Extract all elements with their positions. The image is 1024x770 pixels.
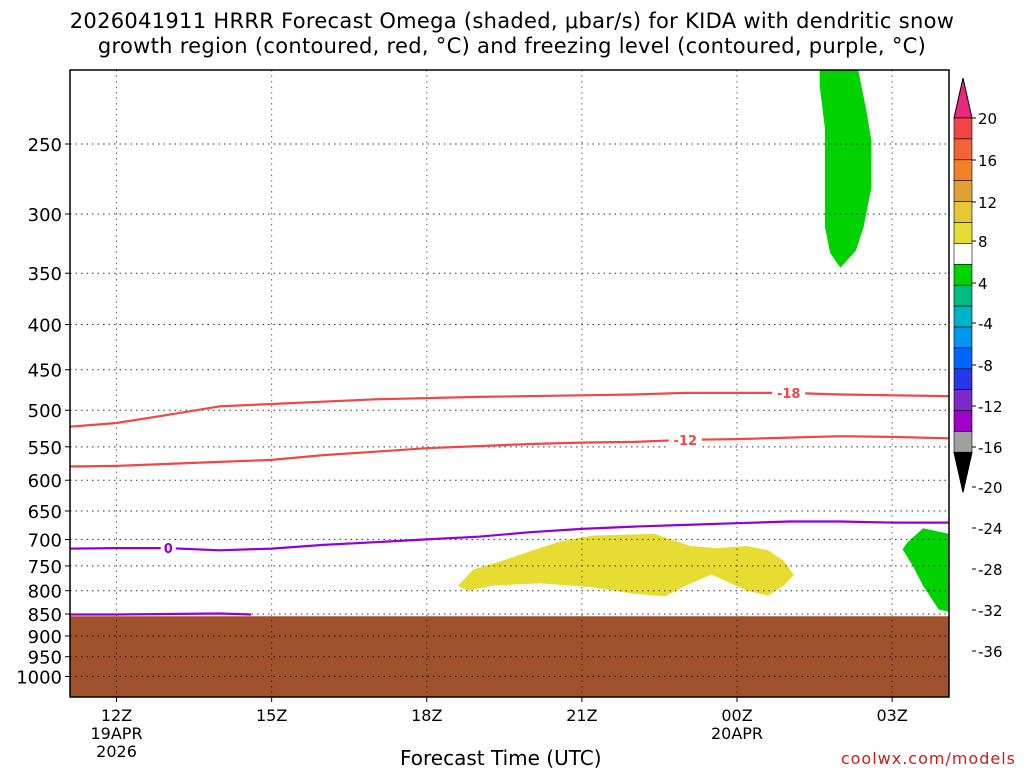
x-tick-label: 18Z xyxy=(411,706,442,725)
colorbar-segment xyxy=(953,326,973,349)
contour-line-2 xyxy=(70,435,949,468)
colorbar-label: -4 xyxy=(978,315,993,333)
contour-label-bg xyxy=(160,540,176,557)
terrain-fill xyxy=(70,616,949,697)
y-tick-label: 900 xyxy=(28,627,62,648)
plot-frame xyxy=(69,69,950,698)
y-tick-label: 550 xyxy=(28,438,62,459)
colorbar-segment xyxy=(953,180,973,202)
x-tick-label: 03Z xyxy=(876,706,907,725)
x-tick-label: 15Z xyxy=(256,706,287,725)
colorbar-label: 12 xyxy=(978,194,997,212)
colorbar-label: 4 xyxy=(978,275,988,293)
contour-line-1 xyxy=(70,391,949,428)
x-tick-label: 12Z xyxy=(101,706,132,725)
colorbar-label: -8 xyxy=(978,357,993,375)
y-tick-label: 500 xyxy=(28,401,62,422)
colorbar-segment xyxy=(953,159,973,182)
x-tick-date-label: 20APR xyxy=(711,724,763,743)
site-credit: coolwx.com/models xyxy=(840,749,1016,768)
colorbar-label: -12 xyxy=(978,398,1003,416)
contour-line-3 xyxy=(70,520,949,552)
colorbar-label: -16 xyxy=(978,439,1003,457)
y-tick-label: 650 xyxy=(28,502,62,523)
chart-title-line-1: 2026041911 HRRR Forecast Omega (shaded, … xyxy=(69,9,955,33)
colorbar-label: -36 xyxy=(978,643,1003,661)
colorbar-segment xyxy=(953,222,973,244)
omega-region-1 xyxy=(457,533,794,597)
omega-shading-layer xyxy=(457,70,949,612)
y-tick-label: 950 xyxy=(28,648,62,669)
colorbar: 20 16 12 8 4 -4 -8 -12 -16 -20 -24 -28 -32 -36 xyxy=(953,77,1003,661)
colorbar-segment xyxy=(953,263,973,286)
colorbar-label: -20 xyxy=(978,479,1003,497)
terrain-layer xyxy=(70,616,949,697)
contour-label-layer: -18 -12 0 xyxy=(160,384,806,557)
contour-label: -12 xyxy=(674,434,698,449)
omega-region-3 xyxy=(902,528,949,612)
colorbar-segment xyxy=(953,368,973,390)
omega-region-2 xyxy=(819,70,872,268)
colorbar-segment xyxy=(953,243,973,265)
x-tick-label: 21Z xyxy=(566,706,597,725)
colorbar-label: 16 xyxy=(978,152,997,170)
y-tick-label: 850 xyxy=(28,605,62,626)
y-tick-label: 450 xyxy=(28,361,62,382)
colorbar-label: -32 xyxy=(978,602,1003,620)
colorbar-segment xyxy=(953,305,973,328)
colorbar-segment xyxy=(953,117,973,140)
colorbar-label: 20 xyxy=(978,110,997,128)
contour-label-bg xyxy=(772,384,806,401)
colorbar-segment xyxy=(953,138,973,161)
grid-layer xyxy=(70,70,949,697)
colorbar-segment xyxy=(953,201,973,223)
chart-title-line-2: growth region (contoured, red, °C) and f… xyxy=(97,34,927,58)
colorbar-label: -28 xyxy=(978,561,1003,579)
y-tick-label: 600 xyxy=(28,471,62,492)
x-tick-label: 00Z xyxy=(721,706,752,725)
contour-label: -18 xyxy=(777,387,801,402)
x-axis-label: Forecast Time (UTC) xyxy=(400,746,602,770)
y-tick-label: 300 xyxy=(28,205,62,226)
y-tick-label: 250 xyxy=(28,135,62,156)
contour-layer xyxy=(70,391,949,616)
y-tick-label: 700 xyxy=(28,530,62,551)
contour-label-bg xyxy=(668,431,702,448)
colorbar-cap-bottom xyxy=(953,451,973,493)
y-tick-label: 750 xyxy=(28,557,62,578)
y-tick-label: 800 xyxy=(28,582,62,603)
y-tick-label: 400 xyxy=(28,316,62,337)
colorbar-segment xyxy=(953,410,973,432)
contour-label: 0 xyxy=(164,542,173,557)
colorbar-label: -24 xyxy=(978,520,1003,538)
colorbar-label: 8 xyxy=(978,233,988,251)
y-tick-label: 1000 xyxy=(16,667,62,688)
y-axis: 2503003504004505005506006507007508008509… xyxy=(16,135,70,688)
colorbar-segment xyxy=(953,431,973,453)
contour-line-4 xyxy=(70,612,252,616)
y-tick-label: 350 xyxy=(28,264,62,285)
colorbar-segment xyxy=(953,284,973,307)
colorbar-segment xyxy=(953,347,973,370)
colorbar-segment xyxy=(953,389,973,411)
x-tick-year-label: 2026 xyxy=(96,742,137,761)
colorbar-cap-top xyxy=(953,77,973,119)
x-tick-date-label: 19APR xyxy=(90,724,142,743)
